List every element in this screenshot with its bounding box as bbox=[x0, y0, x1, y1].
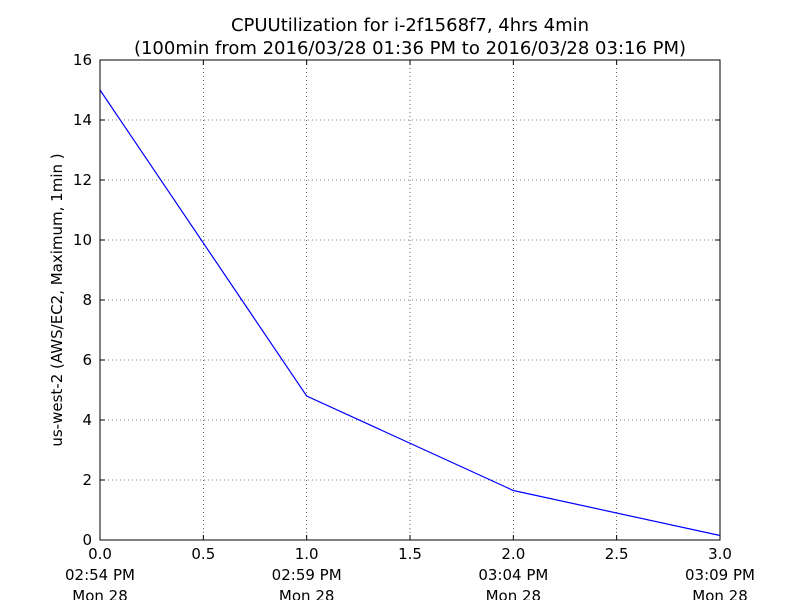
y-tick-label: 12 bbox=[73, 171, 92, 189]
x-tick-time-label: 03:09 PM bbox=[685, 566, 755, 584]
x-tick-label: 0.5 bbox=[191, 545, 215, 563]
grid bbox=[100, 60, 720, 540]
y-tick-label: 6 bbox=[82, 351, 92, 369]
y-tick-label: 8 bbox=[82, 291, 92, 309]
y-tick-label: 16 bbox=[73, 51, 92, 69]
x-tick-label: 2.5 bbox=[605, 545, 629, 563]
x-tick-label: 1.0 bbox=[295, 545, 319, 563]
series-line bbox=[99, 89, 721, 537]
x-tick-label: 2.0 bbox=[501, 545, 525, 563]
x-tick-date-label: Mon 28 bbox=[72, 587, 127, 600]
tick-marks bbox=[99, 59, 721, 541]
x-tick-date-label: Mon 28 bbox=[486, 587, 541, 600]
y-tick-label: 10 bbox=[73, 231, 92, 249]
x-tick-label: 1.5 bbox=[398, 545, 422, 563]
y-tick-label: 4 bbox=[82, 411, 92, 429]
y-axis-label: us-west-2 (AWS/EC2, Maximum, 1min ) bbox=[48, 153, 66, 446]
x-tick-labels: 0.0 02:54 PM Mon 28 0.5 1.0 02:59 PM Mon 28 1.5… bbox=[65, 545, 755, 600]
x-tick-time-label: 03:04 PM bbox=[478, 566, 548, 584]
y-tick-label: 2 bbox=[82, 471, 92, 489]
y-tick-labels: 0 2 4 6 8 10 12 14 16 bbox=[73, 51, 92, 549]
chart-title: CPUUtilization for i-2f1568f7, 4hrs 4min bbox=[231, 15, 589, 36]
x-tick-label: 3.0 bbox=[708, 545, 732, 563]
series-layer bbox=[99, 89, 721, 537]
x-tick-time-label: 02:59 PM bbox=[272, 566, 342, 584]
x-tick-date-label: Mon 28 bbox=[692, 587, 747, 600]
chart-subtitle: (100min from 2016/03/28 01:36 PM to 2016… bbox=[134, 38, 686, 59]
x-tick-date-label: Mon 28 bbox=[279, 587, 334, 600]
y-tick-label: 0 bbox=[82, 531, 92, 549]
x-tick-label: 0.0 bbox=[88, 545, 112, 563]
x-tick-time-label: 02:54 PM bbox=[65, 566, 135, 584]
y-tick-label: 14 bbox=[73, 111, 92, 129]
